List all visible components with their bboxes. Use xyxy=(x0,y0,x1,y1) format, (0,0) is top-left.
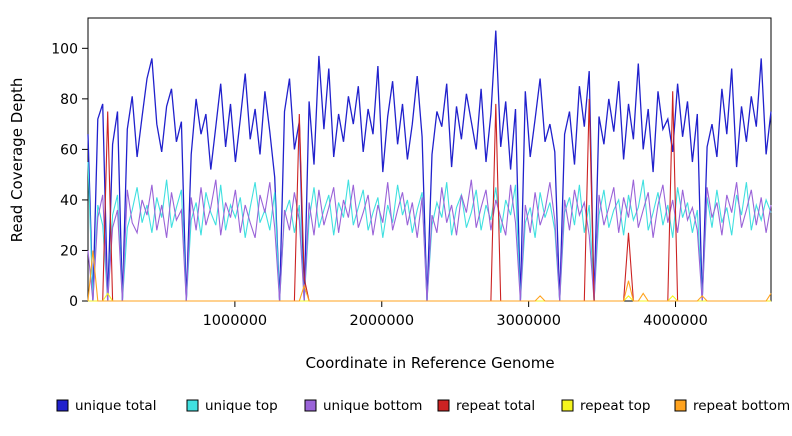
y-tick-label: 40 xyxy=(60,193,78,209)
series-line-repeat-top xyxy=(88,292,771,302)
x-tick-label: 1000000 xyxy=(203,313,268,329)
series-line-unique-bottom xyxy=(87,179,772,302)
legend-swatch-repeat-bottom xyxy=(674,399,687,412)
legend-swatch-unique-total xyxy=(56,399,69,412)
legend-label-unique-bottom: unique bottom xyxy=(323,398,422,414)
legend: unique total unique top unique bottom repea… xyxy=(56,398,790,414)
plot-dynamic-layer: 0 20 40 60 80 100 1000000 2000000 3000000 4000000 xyxy=(51,17,772,329)
legend-swatch-unique-bottom xyxy=(304,399,317,412)
y-tick-label: 80 xyxy=(60,92,78,108)
legend-label-repeat-top: repeat top xyxy=(580,398,650,414)
x-tick-label: 2000000 xyxy=(349,313,414,329)
x-tick-label: 4000000 xyxy=(643,313,708,329)
legend-swatch-repeat-top xyxy=(561,399,574,412)
y-tick-label: 100 xyxy=(51,41,78,57)
y-tick-label: 20 xyxy=(60,243,78,259)
legend-label-repeat-bottom: repeat bottom xyxy=(693,398,790,414)
legend-label-repeat-total: repeat total xyxy=(456,398,535,414)
y-axis-label: Read Coverage Depth xyxy=(8,78,26,243)
y-tick-label: 0 xyxy=(69,294,78,310)
y-tick-label: 60 xyxy=(60,142,78,158)
series-line-unique-total xyxy=(87,30,772,302)
series-line-repeat-bottom xyxy=(87,250,772,302)
legend-label-unique-top: unique top xyxy=(205,398,278,414)
legend-swatch-unique-top xyxy=(186,399,199,412)
legend-label-unique-total: unique total xyxy=(75,398,156,414)
x-tick-label: 3000000 xyxy=(496,313,561,329)
x-axis-label: Coordinate in Reference Genome xyxy=(305,354,554,372)
legend-swatch-repeat-total xyxy=(437,399,450,412)
